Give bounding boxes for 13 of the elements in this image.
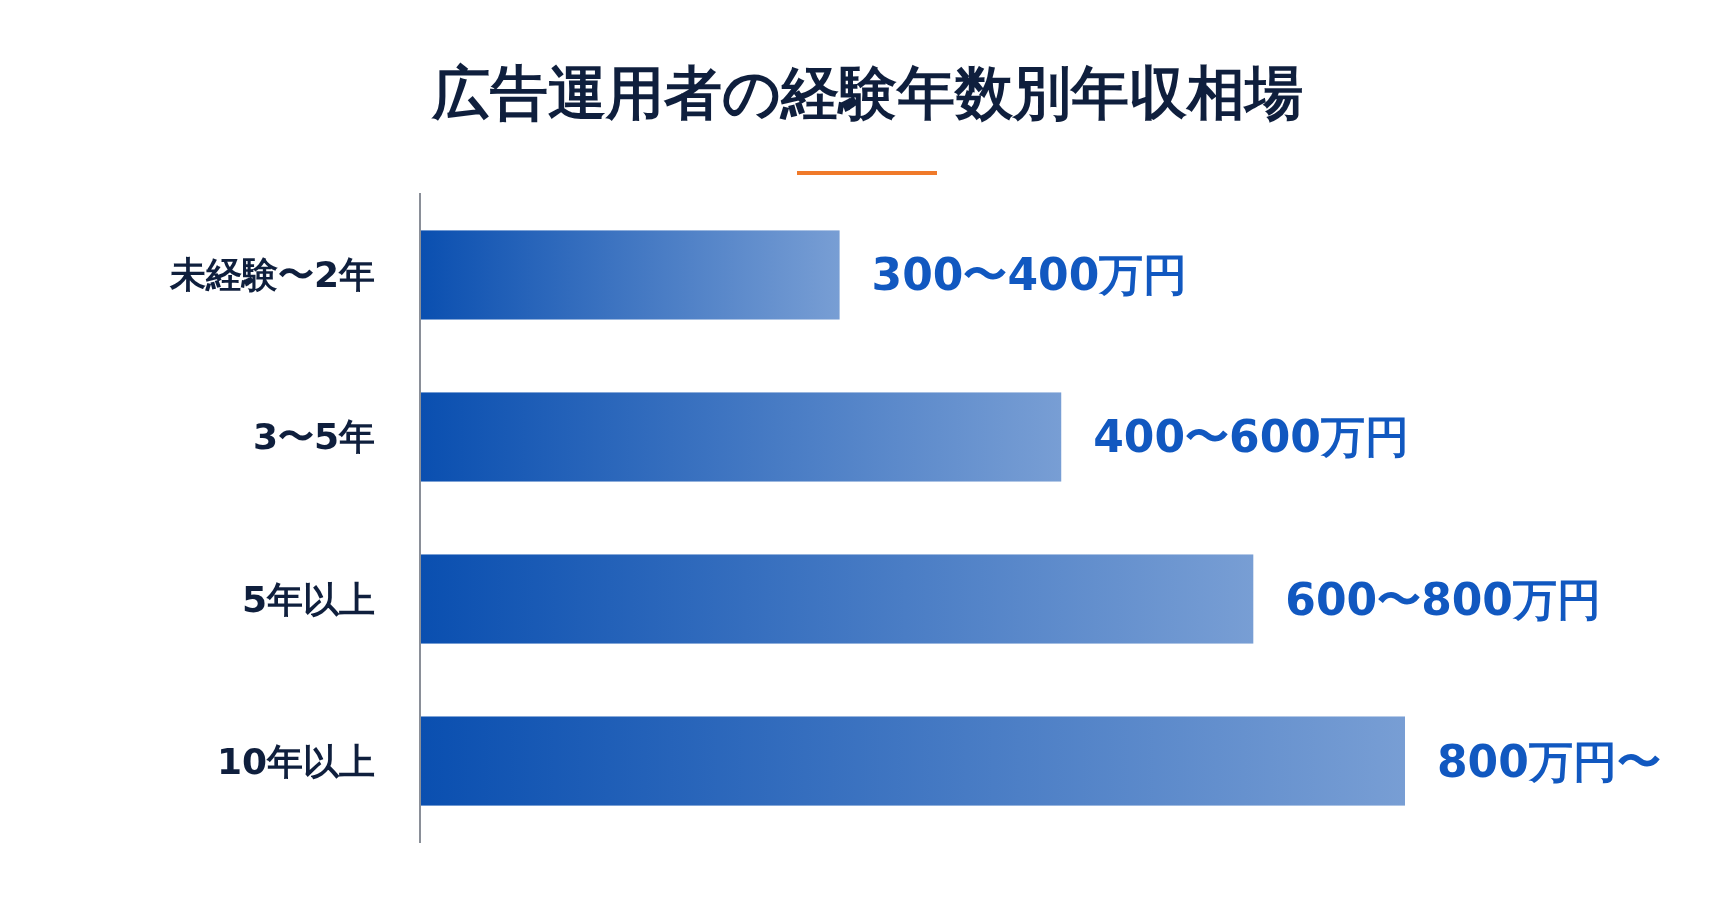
annotation: 800万円〜	[1437, 735, 1661, 787]
y-tick-label: 未経験〜2年	[168, 254, 375, 296]
bar	[420, 230, 840, 320]
annotation: 400〜600万円	[1093, 411, 1409, 463]
annotation: 600〜800万円	[1285, 573, 1602, 625]
bar	[420, 554, 1254, 644]
y-tick-label: 3〜5年	[252, 416, 375, 458]
annotation: 300〜400万円	[871, 249, 1188, 301]
chart-title: 広告運用者の経験年数別年収相場	[430, 59, 1303, 127]
y-tick-label: 5年以上	[241, 578, 375, 620]
bar	[420, 392, 1062, 482]
y-tick-label: 10年以上	[216, 740, 375, 782]
bar	[420, 716, 1405, 806]
